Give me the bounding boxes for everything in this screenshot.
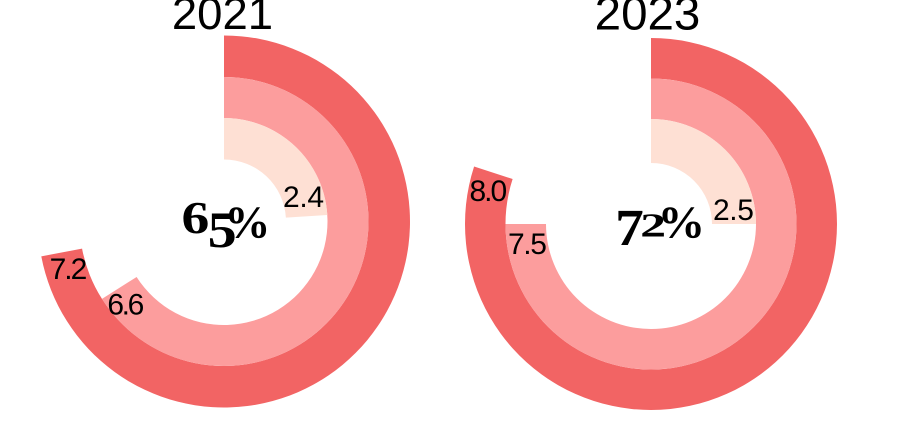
svg-text:6: 6 bbox=[182, 192, 210, 243]
svg-text:%: % bbox=[224, 196, 270, 247]
svg-text:7.5: 7.5 bbox=[508, 228, 546, 261]
svg-text:2.4: 2.4 bbox=[283, 181, 324, 214]
svg-text:5: 5 bbox=[208, 203, 237, 259]
svg-text:8.0: 8.0 bbox=[470, 175, 507, 208]
svg-text:6.6: 6.6 bbox=[107, 289, 143, 322]
svg-text:2021: 2021 bbox=[172, 0, 273, 39]
svg-text:7: 7 bbox=[615, 200, 644, 257]
svg-text:2023: 2023 bbox=[595, 0, 701, 40]
svg-text:7.2: 7.2 bbox=[50, 253, 87, 286]
svg-text:%: % bbox=[658, 196, 706, 247]
svg-text:2: 2 bbox=[640, 208, 666, 245]
svg-text:2.5: 2.5 bbox=[713, 194, 754, 227]
